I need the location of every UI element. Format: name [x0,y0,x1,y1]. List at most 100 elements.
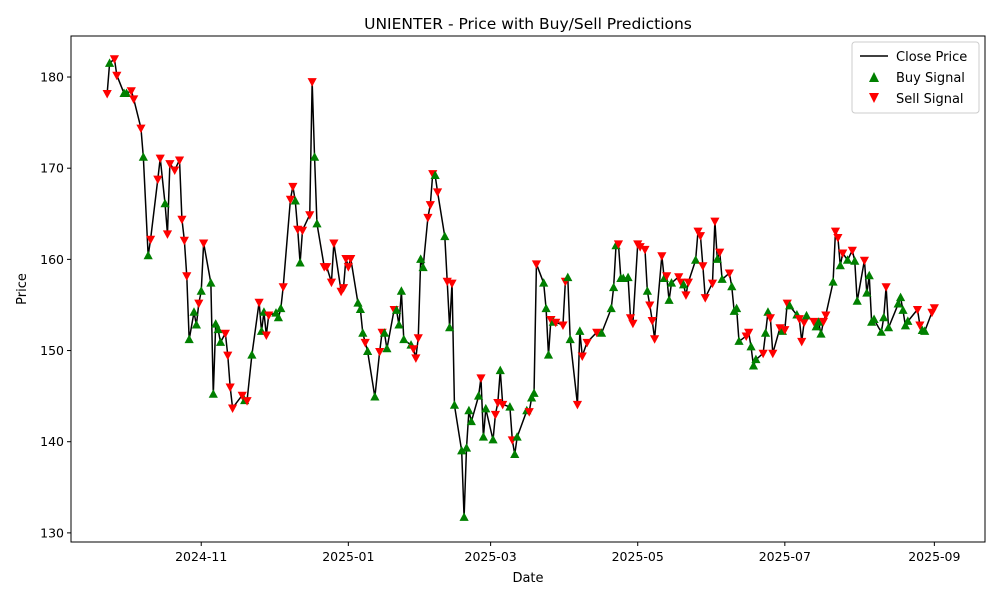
sell-signal-marker [582,338,592,348]
buy-signal-marker [382,343,392,353]
buy-signal-marker [543,350,554,359]
buy-signal-marker [273,312,283,322]
buy-signal-marker [883,322,894,332]
sell-signal-marker [838,249,848,258]
buy-signal-marker [353,298,363,307]
sell-signal-marker [572,400,583,410]
sell-signal-marker [847,246,857,256]
buy-signal-marker [879,312,889,322]
sell-signal-marker [645,301,655,310]
buy-signal-marker [391,305,402,314]
sell-signal-marker [126,87,136,96]
sell-signal-marker [794,315,804,324]
sell-signal-marker [179,236,189,246]
sell-signal-marker [165,160,175,169]
buy-signal-marker [184,334,194,344]
sell-signal-marker [592,328,602,338]
buy-signal-marker [642,286,652,295]
buy-signal-marker [295,258,305,267]
buy-signal-marker [734,336,744,345]
sell-signal-marker [818,317,829,327]
x-tick-label: 2025-03 [465,549,517,564]
legend-label-close-price: Close Price [896,50,967,65]
buy-signal-marker [895,292,906,302]
x-axis: 2024-11 2025-01 2025-03 2025-05 2025-07 2025-… [175,542,961,564]
sell-signal-marker [710,217,720,227]
sell-signal-marker [524,408,534,417]
sell-signal-marker [707,279,718,289]
buy-signal-marker [370,392,380,401]
buy-signal-marker [609,282,619,292]
buy-signal-marker [727,281,737,291]
sell-signal-marker [758,349,768,359]
buy-signal-marker [691,255,701,264]
sell-signal-marker [338,284,349,293]
sell-signal-marker [153,175,163,185]
buy-signal-marker [664,295,674,304]
buy-signal-marker [495,365,505,375]
buy-signal-marker [394,320,404,329]
buy-signal-marker [842,255,853,264]
buy-signal-marker [481,403,491,413]
buy-signal-marker [746,341,756,351]
buy-signal-marker [751,354,761,364]
sell-signal-marker [170,166,180,176]
x-tick-label: 2025-09 [908,549,960,564]
sell-signal-marker [650,335,660,344]
buy-signal-marker [828,277,838,286]
buy-signal-marker [191,320,202,329]
buy-signal-marker [529,388,539,397]
buy-signal-marker [539,278,549,287]
buy-signal-marker [312,218,322,228]
buy-signal-marker [527,392,537,402]
buy-signal-marker [505,402,515,411]
buy-signal-marker [763,307,773,316]
buy-signal-marker [449,400,460,409]
sell-signal-marker [809,317,819,327]
buy-signal-marker [208,389,218,398]
sell-signal-marker [408,345,419,354]
sell-signal-marker [681,291,691,300]
buy-signal-marker [575,326,585,335]
buy-signal-marker [276,303,286,313]
sell-signal-marker [329,239,339,248]
sell-signal-marker [447,279,457,289]
buy-signal-marker [813,317,824,326]
sell-signal-marker [674,273,684,282]
buy-signal-marker [816,329,826,338]
buy-signal-marker [717,274,727,283]
buy-signal-marker [801,310,812,320]
sell-signal-marker [640,245,650,255]
sell-signal-marker [683,278,693,288]
buy-signal-marker [666,278,677,287]
sell-signal-marker [700,294,710,303]
buy-signal-marker [104,58,115,67]
buy-signal-marker [732,303,742,313]
x-tick-label: 2025-05 [612,549,664,564]
sell-signal-marker [780,326,790,335]
legend-label-buy-signal: Buy Signal [896,71,965,86]
buy-signal-marker [893,299,903,308]
sell-signal-marker [162,230,173,239]
sell-signal-marker [285,195,296,205]
sell-signal-marker [577,352,587,362]
sell-signal-marker [288,182,298,192]
sell-signal-marker [411,354,421,363]
sell-signal-marker [223,351,233,361]
buy-signal-marker [678,279,689,289]
buy-signal-marker [900,320,911,330]
sell-signal-marker [830,227,841,237]
legend: Close Price Buy Signal Sell Signal [851,41,980,114]
buy-signal-marker [430,170,440,179]
buy-signal-marker [138,152,148,161]
buy-signal-marker [459,512,469,521]
buy-signal-marker [309,152,320,161]
buy-signal-marker [440,231,450,241]
buy-signal-marker [563,272,573,282]
buy-signal-marker [478,432,488,441]
buy-signal-marker [121,88,132,97]
sell-signal-marker [182,272,192,281]
sell-signal-marker [628,319,638,329]
buy-signal-marker [898,305,908,314]
y-axis: 130 140 150 160 170 180 [40,70,71,540]
